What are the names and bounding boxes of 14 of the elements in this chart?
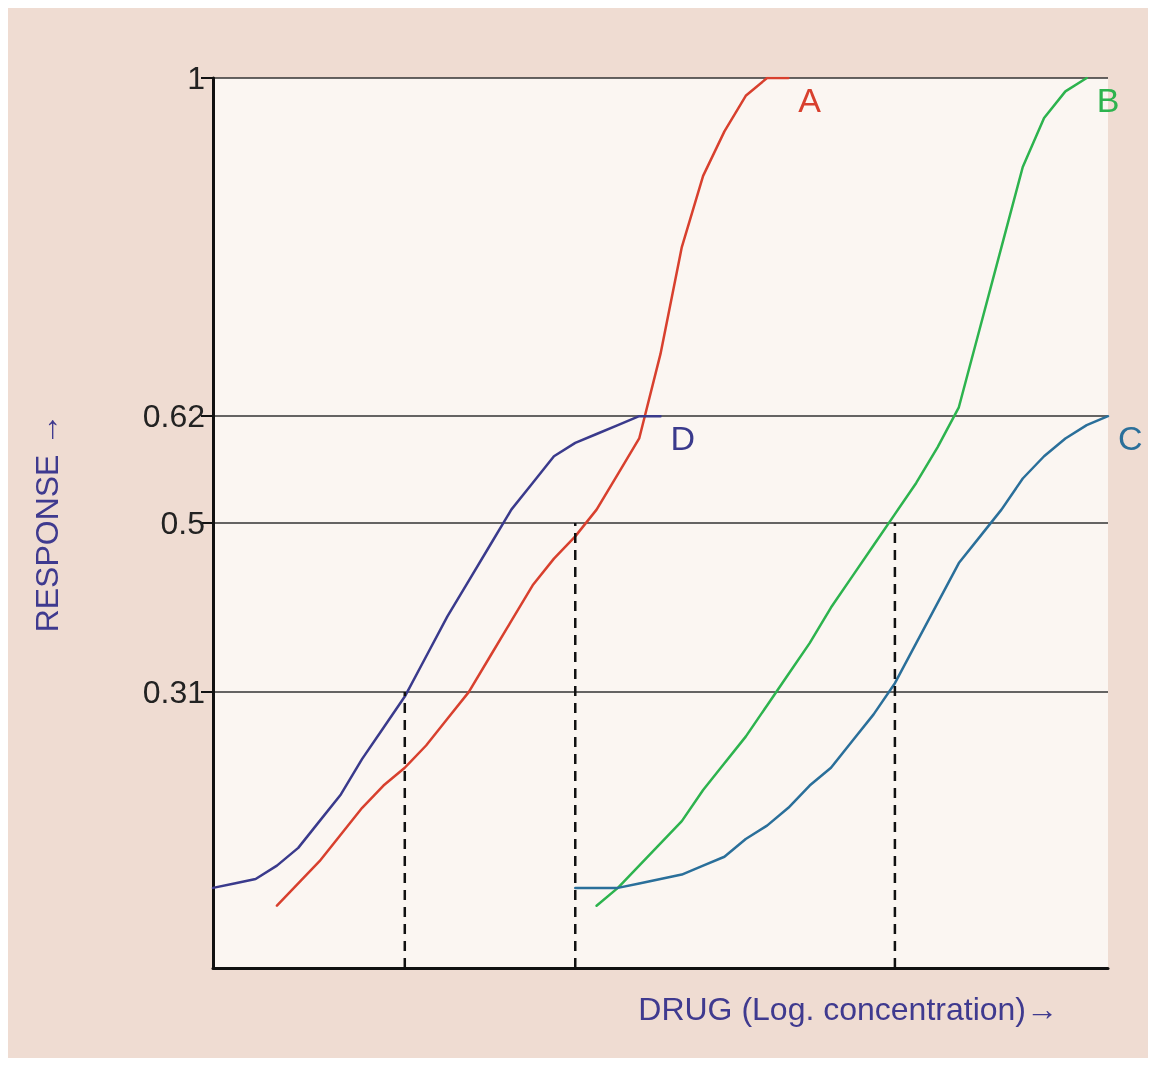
line-series — [574, 414, 1110, 890]
series-label: D — [670, 419, 696, 458]
y-tick-label: 1 — [187, 60, 205, 96]
series-label: C — [1118, 419, 1143, 458]
series-label: B — [1096, 81, 1120, 119]
y-tick-label: 0.5 — [160, 505, 205, 541]
y-tick-label: 0.31 — [142, 674, 205, 711]
x-axis-title: DRUG (Log. concentration)→ — [638, 991, 1058, 1027]
line-series — [211, 414, 662, 890]
series-label: A — [798, 81, 822, 119]
line-series — [275, 76, 790, 907]
y-axis-title: RESPONSE → — [29, 413, 65, 633]
line-series — [595, 76, 1088, 907]
y-tick-label: 0.62 — [142, 398, 205, 435]
